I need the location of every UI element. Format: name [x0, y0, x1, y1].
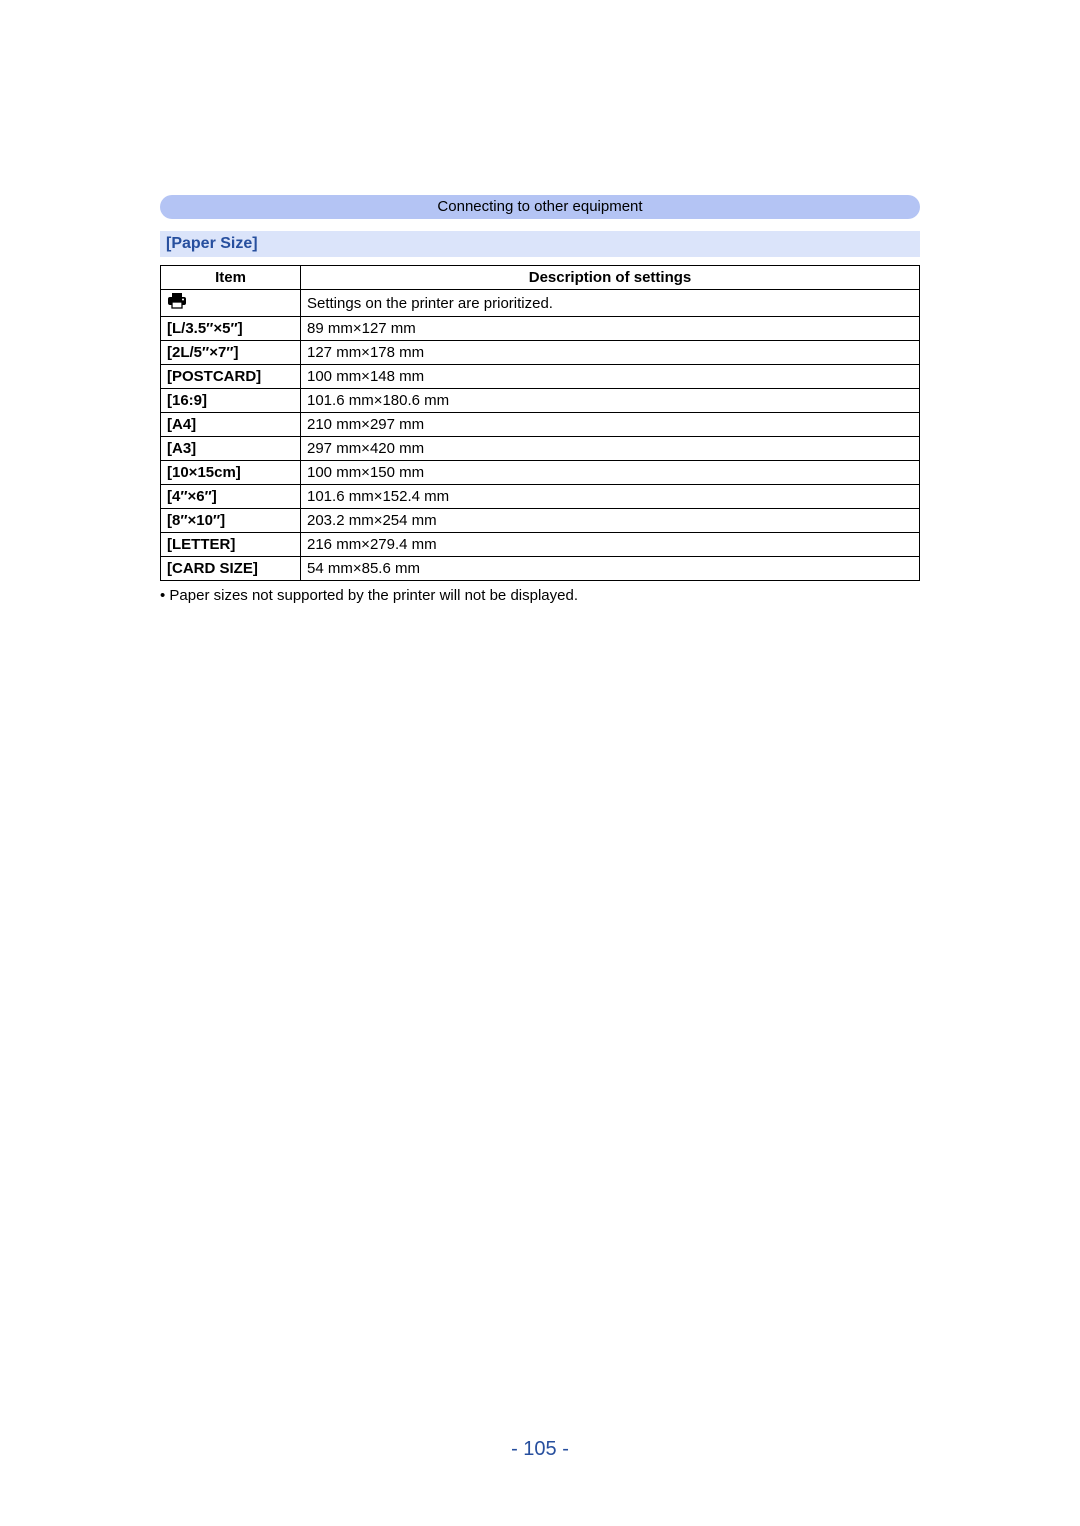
- table-row: [CARD SIZE]54 mm×85.6 mm: [161, 557, 920, 581]
- table-cell-item: [POSTCARD]: [161, 365, 301, 389]
- col-desc: Description of settings: [301, 266, 920, 290]
- table-row: [4″×6″]101.6 mm×152.4 mm: [161, 485, 920, 509]
- table-cell-desc: Settings on the printer are prioritized.: [301, 290, 920, 317]
- table-row: Settings on the printer are prioritized.: [161, 290, 920, 317]
- table-cell-desc: 127 mm×178 mm: [301, 341, 920, 365]
- table-cell-item: [A3]: [161, 437, 301, 461]
- page-number: - 105 -: [0, 1438, 1080, 1461]
- printer-icon: [167, 293, 187, 313]
- table-row: [A4]210 mm×297 mm: [161, 413, 920, 437]
- page: Connecting to other equipment [Paper Siz…: [0, 0, 1080, 1526]
- table-row: [LETTER]216 mm×279.4 mm: [161, 533, 920, 557]
- table-row: [10×15cm]100 mm×150 mm: [161, 461, 920, 485]
- table-cell-desc: 216 mm×279.4 mm: [301, 533, 920, 557]
- table-cell-desc: 100 mm×150 mm: [301, 461, 920, 485]
- table-cell-desc: 101.6 mm×180.6 mm: [301, 389, 920, 413]
- table-row: [16:9]101.6 mm×180.6 mm: [161, 389, 920, 413]
- table-cell-desc: 54 mm×85.6 mm: [301, 557, 920, 581]
- table-cell-item: [8″×10″]: [161, 509, 301, 533]
- table-cell-desc: 101.6 mm×152.4 mm: [301, 485, 920, 509]
- table-row: [A3]297 mm×420 mm: [161, 437, 920, 461]
- table-row: [8″×10″]203.2 mm×254 mm: [161, 509, 920, 533]
- table-row: [POSTCARD]100 mm×148 mm: [161, 365, 920, 389]
- table-cell-desc: 210 mm×297 mm: [301, 413, 920, 437]
- table-row: [L/3.5″×5″]89 mm×127 mm: [161, 317, 920, 341]
- table-row: [2L/5″×7″]127 mm×178 mm: [161, 341, 920, 365]
- table-cell-desc: 89 mm×127 mm: [301, 317, 920, 341]
- table-cell-desc: 203.2 mm×254 mm: [301, 509, 920, 533]
- table-cell-item: [CARD SIZE]: [161, 557, 301, 581]
- table-cell-item: [10×15cm]: [161, 461, 301, 485]
- table-cell-item: [LETTER]: [161, 533, 301, 557]
- table-header-row: Item Description of settings: [161, 266, 920, 290]
- table-cell-desc: 297 mm×420 mm: [301, 437, 920, 461]
- table-cell-item: [4″×6″]: [161, 485, 301, 509]
- table-cell-desc: 100 mm×148 mm: [301, 365, 920, 389]
- table-cell-item: [16:9]: [161, 389, 301, 413]
- table-cell-item: [2L/5″×7″]: [161, 341, 301, 365]
- col-item: Item: [161, 266, 301, 290]
- content-area: Connecting to other equipment [Paper Siz…: [160, 195, 920, 604]
- settings-table: Item Description of settings Settings on…: [160, 265, 920, 581]
- footnote: • Paper sizes not supported by the print…: [160, 587, 920, 604]
- table-cell-item: [L/3.5″×5″]: [161, 317, 301, 341]
- breadcrumb: Connecting to other equipment: [160, 195, 920, 219]
- table-cell-item: [A4]: [161, 413, 301, 437]
- table-cell-item: [161, 290, 301, 317]
- section-title: [Paper Size]: [160, 231, 920, 257]
